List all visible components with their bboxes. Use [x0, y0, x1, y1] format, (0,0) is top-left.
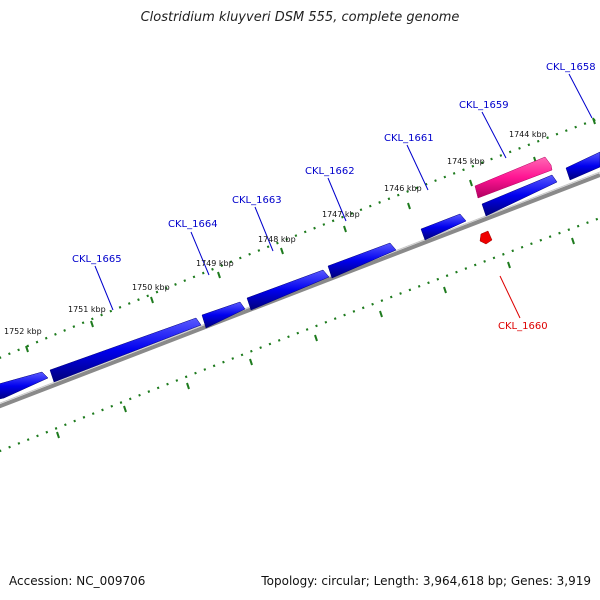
gene-arrow-ckl-1664[interactable]	[201, 301, 246, 329]
gene-arrow-ckl-1662[interactable]	[327, 242, 397, 279]
map-title: Clostridium kluyveri DSM 555, complete g…	[140, 10, 460, 25]
tick-label: 1748 kbp	[258, 235, 296, 244]
tick-label: 1746 kbp	[384, 184, 422, 193]
gene-label-reverse[interactable]: CKL_1660	[498, 321, 548, 332]
gene-label[interactable]: CKL_1663	[232, 195, 282, 206]
outer-major-ticks	[25, 117, 596, 353]
gene-label-leader-reverse	[499, 275, 521, 319]
tick-label: 1744 kbp	[509, 130, 547, 139]
inner-tick-ring	[0, 216, 600, 453]
gene-arrow-ckl-1658[interactable]	[565, 151, 600, 181]
gene-arrow-ckl-1665[interactable]	[49, 317, 202, 383]
gene-label[interactable]: CKL_1664	[168, 219, 218, 230]
inner-major-ticks	[56, 237, 575, 439]
genome-summary-text: Topology: circular; Length: 3,964,618 bp…	[261, 574, 591, 588]
gene-label[interactable]: CKL_1658	[546, 62, 596, 73]
accession-text: Accession: NC_009706	[9, 574, 146, 588]
gene-arrow-ckl-1659[interactable]	[481, 174, 558, 217]
gene-label-leaders	[94, 73, 593, 311]
tick-labels: 1752 kbp 1751 kbp 1750 kbp 1749 kbp 1748…	[4, 130, 547, 336]
gene-label[interactable]: CKL_1665	[72, 254, 122, 265]
gene-label[interactable]: CKL_1662	[305, 166, 355, 177]
forward-genes	[0, 151, 600, 400]
gene-arrow-ckl-1663[interactable]	[246, 269, 330, 311]
tick-label: 1751 kbp	[68, 305, 106, 314]
tick-label: 1750 kbp	[132, 283, 170, 292]
gene-label[interactable]: CKL_1659	[459, 100, 509, 111]
tick-label: 1745 kbp	[447, 157, 485, 166]
tick-label: 1749 kbp	[196, 259, 234, 268]
tick-label: 1752 kbp	[4, 327, 42, 336]
gene-label[interactable]: CKL_1661	[384, 133, 434, 144]
gene-arrow-ckl-1666[interactable]	[0, 371, 49, 400]
gene-arrow-ckl-1660[interactable]	[479, 230, 493, 245]
gene-labels: CKL_1665 CKL_1664 CKL_1663 CKL_1662 CKL_…	[72, 62, 596, 265]
gene-arrow-ckl-1661[interactable]	[420, 213, 467, 241]
highlighted-gene-ckl-1659[interactable]	[474, 156, 553, 199]
tick-label: 1747 kbp	[322, 210, 360, 219]
genome-backbone	[0, 173, 600, 409]
